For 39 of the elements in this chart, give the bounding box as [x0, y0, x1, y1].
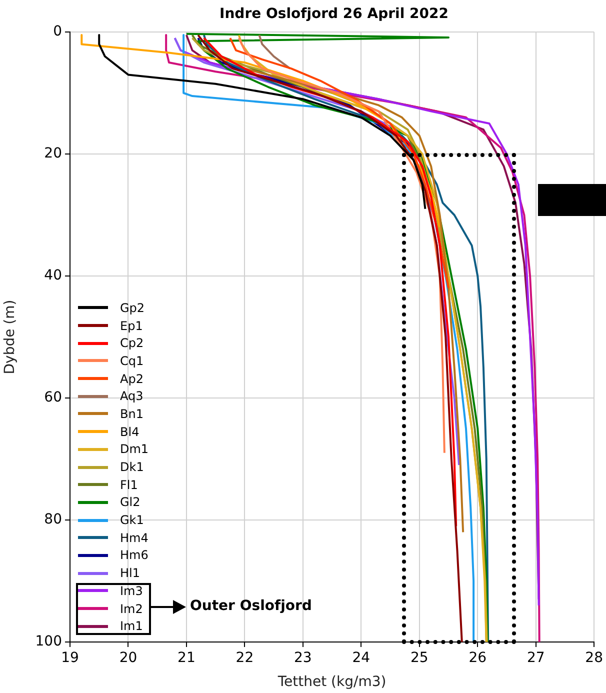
legend-label: Hm4	[120, 530, 148, 545]
legend-label: Cp2	[120, 336, 144, 350]
annotation: Outer Oslofjord	[190, 598, 312, 614]
legend-label: Im3	[120, 584, 143, 598]
x-tick-label: 21	[178, 650, 196, 666]
y-tick-label: 100	[35, 634, 62, 650]
y-tick-label: 60	[44, 390, 62, 406]
x-tick-label: 23	[294, 650, 312, 666]
legend-label: Gk1	[120, 513, 144, 528]
legend-label: Gl2	[120, 495, 140, 510]
x-tick-label: 25	[410, 650, 428, 666]
x-tick-label: 19	[61, 650, 79, 666]
legend-label: Dk1	[120, 460, 144, 474]
x-axis-title: Tetthet (kg/m3)	[276, 674, 386, 690]
legend-label: Im1	[120, 619, 143, 634]
legend-label: Im2	[120, 602, 143, 616]
x-tick-label: 26	[468, 650, 487, 666]
legend-label: Hm6	[120, 548, 148, 562]
legend-label: Bn1	[120, 406, 144, 421]
legend-label: Gp2	[120, 300, 145, 315]
y-tick-label: 40	[44, 268, 62, 284]
legend-label: Ep1	[120, 318, 143, 333]
y-tick-label: 0	[53, 24, 62, 40]
y-tick-label: 80	[44, 512, 62, 528]
legend-label: Aq3	[120, 389, 144, 404]
x-tick-label: 28	[585, 650, 604, 666]
legend-label: Cq1	[120, 354, 144, 368]
x-tick-label: 20	[119, 650, 138, 666]
legend-label: Hl1	[120, 566, 140, 580]
legend-label: Bl4	[120, 424, 140, 439]
chart-title: Indre Oslofjord 26 April 2022	[218, 6, 450, 22]
x-tick-label: 27	[526, 650, 545, 666]
x-tick-label: 24	[352, 650, 370, 666]
legend-label: Ap2	[120, 372, 144, 386]
y-axis-title: Dybde (m)	[2, 300, 18, 374]
legend-label: Dm1	[120, 442, 149, 456]
legend-label: Fl1	[120, 478, 138, 492]
x-tick-label: 22	[236, 650, 254, 666]
y-tick-label: 20	[44, 146, 62, 162]
